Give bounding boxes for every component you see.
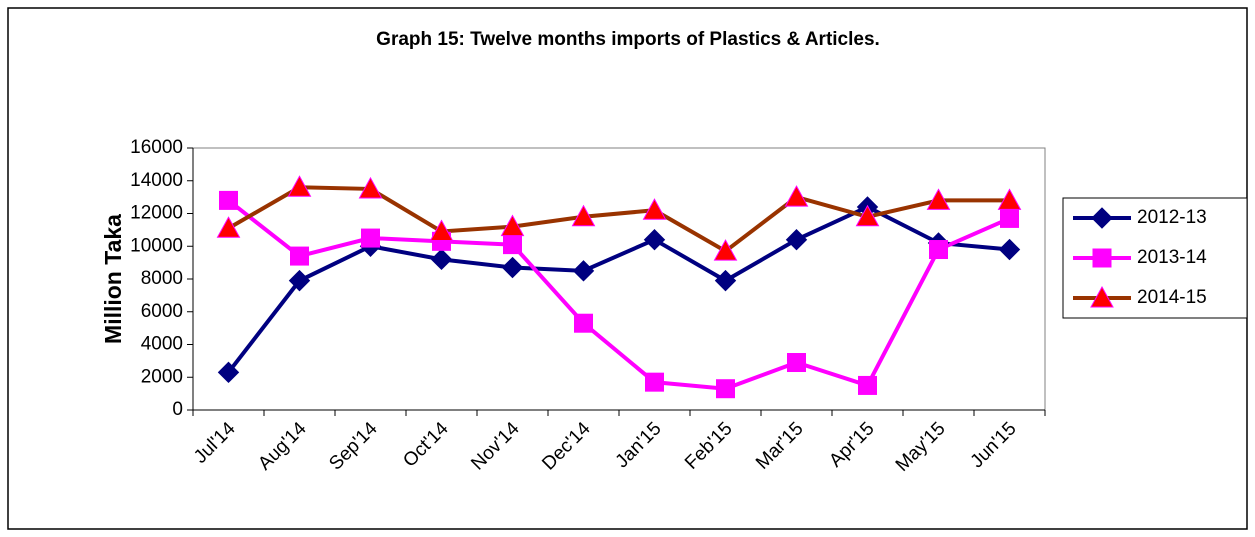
marker bbox=[290, 246, 309, 266]
legend-label: 2013-14 bbox=[1137, 247, 1207, 268]
marker bbox=[713, 239, 738, 261]
marker bbox=[1090, 285, 1114, 308]
legend-label: 2012-13 bbox=[1137, 207, 1207, 228]
series-line bbox=[227, 185, 1010, 254]
marker bbox=[642, 198, 667, 220]
marker bbox=[217, 361, 240, 384]
y-axis-label: Million Taka bbox=[100, 214, 126, 344]
y-tick-label: 6000 bbox=[141, 301, 183, 322]
marker bbox=[571, 204, 596, 227]
marker bbox=[287, 175, 312, 197]
marker bbox=[998, 238, 1021, 261]
marker bbox=[643, 228, 666, 251]
marker bbox=[574, 313, 593, 333]
y-tick-label: 16000 bbox=[130, 137, 183, 158]
marker bbox=[714, 269, 737, 292]
y-tick-label: 0 bbox=[172, 399, 183, 420]
y-tick-label: 4000 bbox=[141, 334, 183, 355]
legend-label: 2014-15 bbox=[1137, 287, 1207, 308]
marker bbox=[855, 204, 880, 227]
marker bbox=[288, 269, 311, 292]
marker bbox=[926, 188, 951, 210]
y-tick-label: 10000 bbox=[130, 235, 183, 256]
marker bbox=[785, 228, 808, 251]
marker bbox=[1091, 207, 1113, 229]
marker bbox=[503, 235, 522, 255]
marker bbox=[716, 379, 735, 399]
chart-border bbox=[7, 7, 1248, 530]
marker bbox=[216, 216, 241, 238]
marker bbox=[645, 372, 664, 392]
marker bbox=[784, 185, 809, 207]
chart-title: Graph 15: Twelve months imports of Plast… bbox=[376, 29, 880, 50]
y-tick-label: 8000 bbox=[141, 268, 183, 289]
marker bbox=[500, 214, 525, 237]
marker bbox=[429, 219, 454, 242]
y-tick-label: 2000 bbox=[141, 366, 183, 387]
marker bbox=[430, 248, 453, 271]
marker bbox=[358, 176, 383, 199]
marker bbox=[1000, 208, 1019, 228]
y-tick-label: 12000 bbox=[130, 203, 183, 224]
series-line bbox=[227, 198, 1011, 391]
marker bbox=[787, 353, 806, 373]
marker bbox=[929, 240, 948, 260]
marker bbox=[997, 188, 1022, 210]
marker bbox=[858, 375, 877, 395]
marker bbox=[219, 190, 238, 210]
y-tick-label: 14000 bbox=[130, 170, 183, 191]
marker bbox=[361, 228, 380, 248]
marker bbox=[1092, 248, 1112, 268]
marker bbox=[501, 256, 524, 279]
marker bbox=[572, 260, 595, 282]
